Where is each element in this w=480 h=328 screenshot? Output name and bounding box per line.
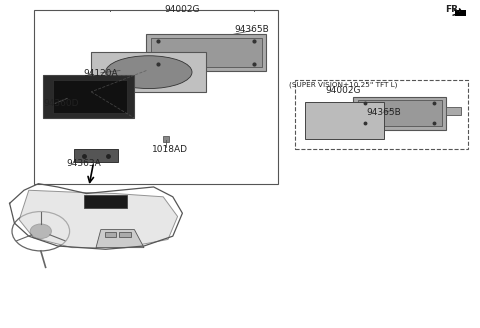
Polygon shape — [353, 97, 446, 130]
Bar — [105, 232, 116, 237]
Polygon shape — [84, 195, 127, 208]
Text: 94120A: 94120A — [84, 69, 118, 78]
Polygon shape — [91, 52, 206, 92]
Bar — [119, 232, 131, 237]
Polygon shape — [96, 230, 144, 248]
Polygon shape — [305, 102, 384, 139]
Bar — [34, 10, 278, 184]
Text: 94363A: 94363A — [67, 159, 101, 169]
Polygon shape — [53, 80, 127, 113]
Text: 94365B: 94365B — [367, 108, 401, 117]
Text: 94002G: 94002G — [165, 5, 200, 14]
Ellipse shape — [106, 56, 192, 89]
Polygon shape — [151, 38, 262, 67]
Text: 1018AD: 1018AD — [152, 145, 188, 154]
Bar — [455, 10, 466, 16]
Text: 94365B: 94365B — [235, 25, 269, 34]
Polygon shape — [446, 107, 461, 115]
Polygon shape — [146, 34, 266, 71]
Text: 94002G: 94002G — [325, 86, 361, 95]
Bar — [295, 80, 468, 149]
Text: (SUPER VISION+10.25" TFT L): (SUPER VISION+10.25" TFT L) — [289, 81, 397, 88]
Polygon shape — [19, 190, 178, 248]
Text: 94360D: 94360D — [43, 99, 79, 108]
Polygon shape — [358, 100, 442, 126]
Circle shape — [30, 224, 51, 238]
Polygon shape — [43, 75, 134, 118]
Text: FR.: FR. — [445, 5, 462, 14]
Polygon shape — [74, 149, 118, 162]
